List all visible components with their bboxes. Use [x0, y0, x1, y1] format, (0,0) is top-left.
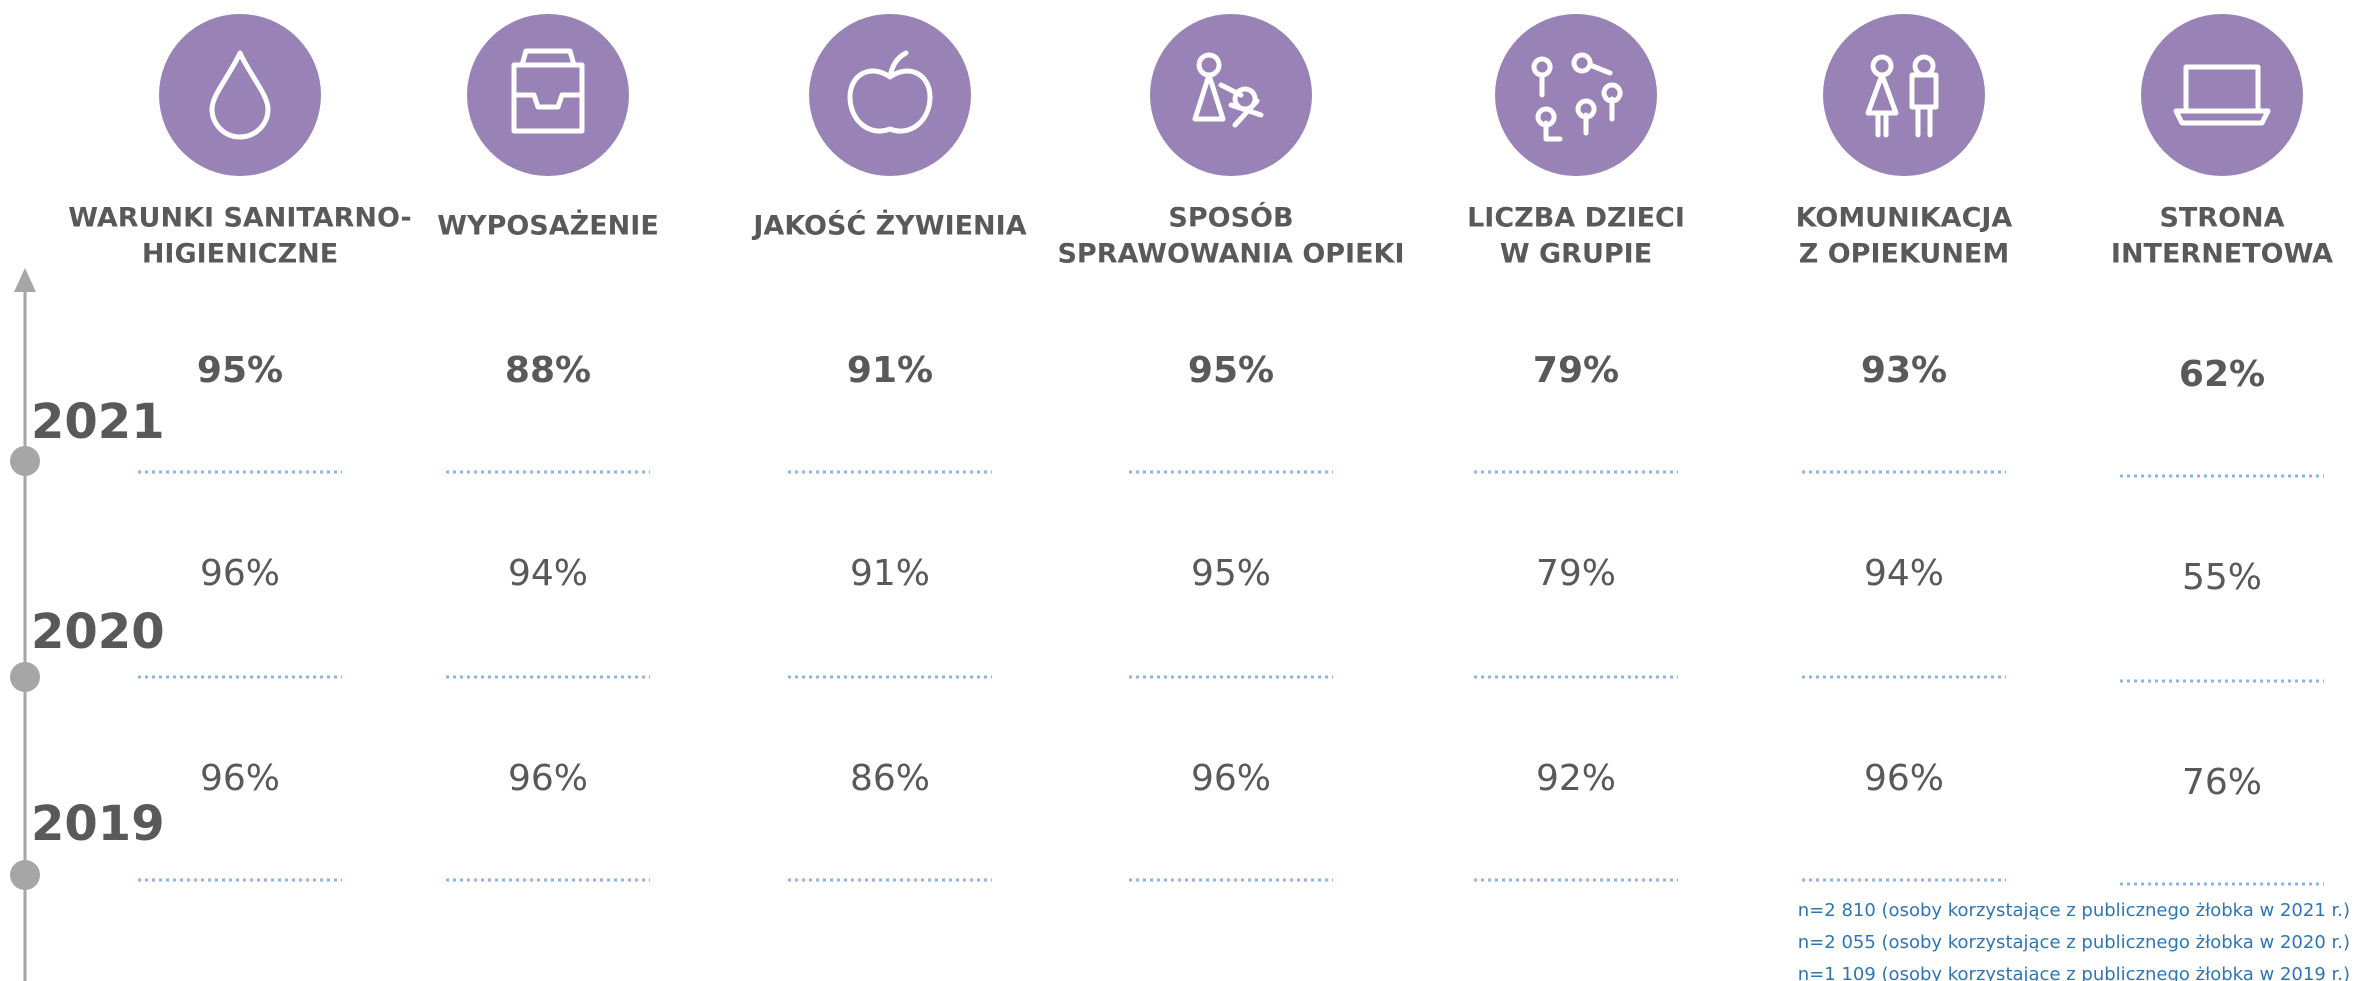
- timeline-arrow: [14, 268, 36, 292]
- value: 93%: [1861, 350, 1947, 391]
- timeline-dot: [10, 860, 40, 890]
- column-label: SPOSÓB: [1168, 202, 1293, 234]
- value: 95%: [1188, 350, 1274, 391]
- value: 79%: [1536, 553, 1616, 594]
- icon: [1865, 54, 1939, 138]
- value: 96%: [200, 553, 280, 594]
- value: 94%: [508, 553, 588, 594]
- icon-circle: [1495, 14, 1657, 176]
- column: JAKOŚĆ ŻYWIENIA 91% 91% 86%: [751, 14, 1027, 882]
- value: 91%: [850, 553, 930, 594]
- value: 96%: [508, 758, 588, 799]
- icon: [1531, 52, 1623, 142]
- column: LICZBA DZIECI W GRUPIE 79% 79% 92%: [1467, 14, 1685, 882]
- column: SPOSÓB SPRAWOWANIA OPIEKI 95% 95% 96%: [1057, 14, 1405, 882]
- value: 62%: [2179, 354, 2265, 395]
- column-label: KOMUNIKACJA: [1796, 203, 2013, 234]
- value: 92%: [1536, 758, 1616, 799]
- year-label: 2020: [31, 604, 165, 660]
- column: STRONA INTERNETOWA 62% 55% 76%: [2111, 14, 2333, 886]
- value: 95%: [197, 350, 283, 391]
- icon-circle: [2141, 14, 2303, 176]
- column-label: WARUNKI SANITARNO-: [68, 203, 411, 234]
- sample-note: n=1 109 (osoby korzystające z publiczneg…: [1798, 964, 2350, 981]
- timeline-dot: [10, 446, 40, 476]
- value: 94%: [1864, 553, 1944, 594]
- value: 96%: [200, 758, 280, 799]
- column: WYPOSAŻENIE 88% 94% 96%: [437, 14, 659, 882]
- icon: [511, 48, 585, 134]
- column: WARUNKI SANITARNO- HIGIENICZNE 95% 96% 96%: [68, 14, 412, 882]
- column-label: LICZBA DZIECI: [1467, 203, 1685, 234]
- icon-circle: [1150, 14, 1312, 176]
- value: 96%: [1191, 758, 1271, 799]
- column-label: SPRAWOWANIA OPIEKI: [1057, 239, 1404, 270]
- column: KOMUNIKACJA Z OPIEKUNEM 93% 94% 96%: [1796, 14, 2013, 882]
- icon-circle: [809, 14, 971, 176]
- year-label: 2019: [31, 796, 165, 852]
- column-label: Z OPIEKUNEM: [1799, 239, 2010, 270]
- value: 96%: [1864, 758, 1944, 799]
- column-label: JAKOŚĆ ŻYWIENIA: [751, 210, 1026, 242]
- year-label: 2021: [31, 394, 165, 450]
- icon: [847, 50, 933, 134]
- column-label: STRONA: [2159, 203, 2284, 234]
- column-label: WYPOSAŻENIE: [437, 210, 659, 242]
- column-label: W GRUPIE: [1500, 239, 1652, 270]
- value: 91%: [847, 350, 933, 391]
- value: 86%: [850, 758, 930, 799]
- icon: [1192, 52, 1264, 128]
- icon-circle: [1823, 14, 1985, 176]
- timeline-dot: [10, 662, 40, 692]
- icon-circle: [159, 14, 321, 176]
- value: 88%: [505, 350, 591, 391]
- value: 79%: [1533, 350, 1619, 391]
- icon: [209, 50, 271, 140]
- sample-note: n=2 810 (osoby korzystające z publiczneg…: [1798, 900, 2350, 921]
- column-label: INTERNETOWA: [2111, 239, 2333, 270]
- column-label: HIGIENICZNE: [142, 239, 338, 270]
- value: 95%: [1191, 553, 1271, 594]
- icon: [2173, 64, 2271, 126]
- sample-note: n=2 055 (osoby korzystające z publiczneg…: [1798, 932, 2350, 953]
- value: 55%: [2182, 557, 2262, 598]
- value: 76%: [2182, 762, 2262, 803]
- icon-circle: [467, 14, 629, 176]
